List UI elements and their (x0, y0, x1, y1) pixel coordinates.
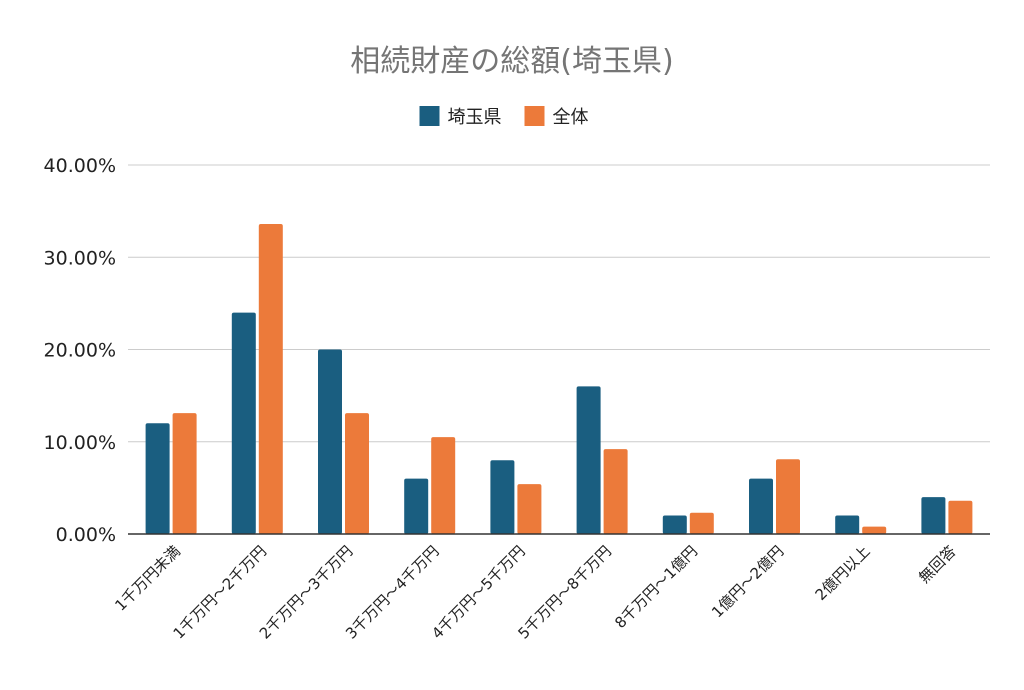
bar (231, 312, 256, 534)
bar (749, 478, 773, 534)
bar (431, 437, 456, 534)
legend: 埼玉県 全体 (419, 106, 589, 128)
bar (603, 449, 628, 534)
bars (145, 224, 973, 535)
bar (517, 484, 542, 534)
x-tick-label: 3千万円～4千万円 (342, 542, 442, 642)
bar (404, 478, 429, 534)
bar (662, 515, 687, 534)
bar (689, 512, 714, 534)
legend-swatch (419, 106, 440, 126)
bar (576, 386, 601, 534)
bar (490, 460, 515, 534)
y-tick-label: 0.00% (56, 524, 116, 546)
legend-label: 埼玉県 (448, 107, 502, 128)
bar (345, 413, 369, 534)
x-tick-label: 1億円～2億円 (708, 542, 787, 621)
bar (318, 349, 342, 534)
x-tick-label: 2千万円～3千万円 (256, 542, 356, 642)
x-axis: 1千万円未満1千万円～2千万円2千万円～3千万円3千万円～4千万円4千万円～5千… (111, 542, 959, 642)
bar (172, 413, 197, 534)
chart-title: 相続財産の総額(埼玉県) (350, 44, 673, 79)
legend-swatch (524, 106, 545, 126)
gridlines (128, 164, 990, 443)
y-tick-label: 10.00% (44, 432, 116, 454)
y-tick-label: 40.00% (44, 155, 116, 177)
x-tick-label: 8千万円～1億円 (611, 542, 701, 632)
bar (921, 497, 946, 534)
bar (835, 515, 860, 534)
y-tick-label: 20.00% (44, 340, 116, 362)
bar (948, 500, 973, 534)
x-tick-label: 4千万円～5千万円 (428, 542, 528, 642)
x-tick-label: 5千万円～8千万円 (514, 542, 614, 642)
bar (862, 526, 887, 534)
x-tick-label: 2億円以上 (812, 542, 874, 604)
y-tick-label: 30.00% (44, 247, 116, 269)
legend-label: 全体 (553, 107, 589, 128)
y-axis: 0.00% 10.00% 20.00% 30.00% 40.00% (44, 155, 116, 546)
x-tick-label: 無回答 (915, 542, 960, 587)
x-tick-label: 1千万円未満 (111, 542, 184, 615)
bar (776, 459, 800, 534)
x-tick-label: 1千万円～2千万円 (170, 542, 270, 642)
bar (145, 423, 170, 534)
bar (258, 224, 283, 535)
